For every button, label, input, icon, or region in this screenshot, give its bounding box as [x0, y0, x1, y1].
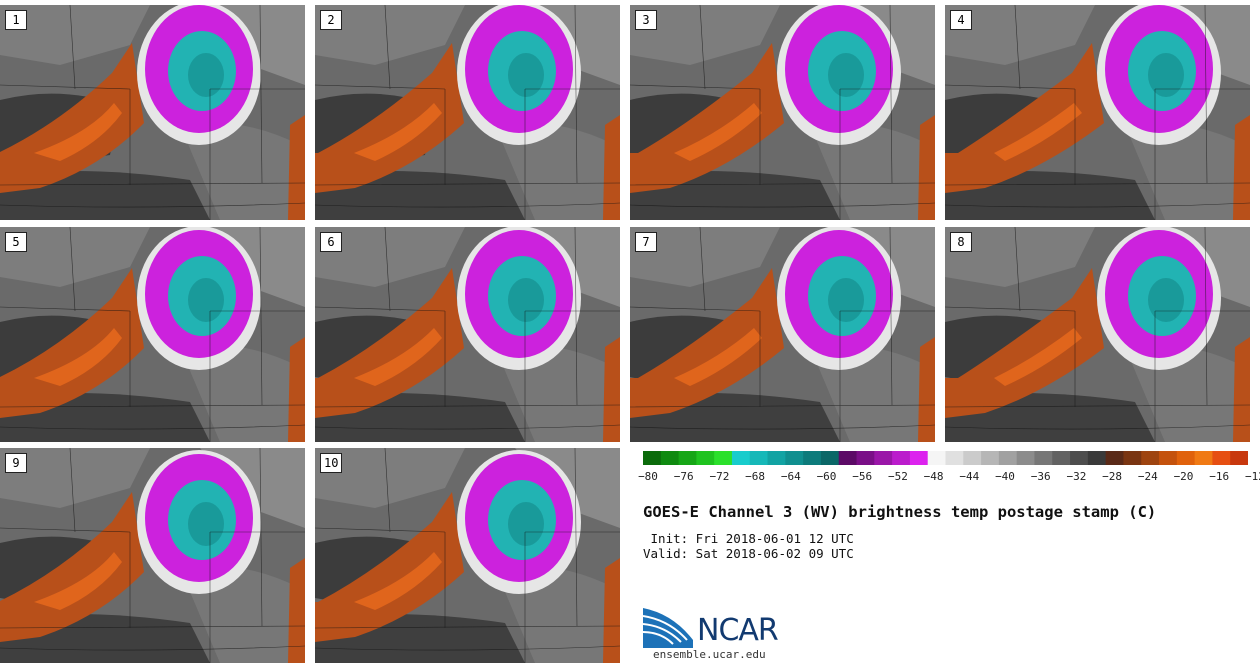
colorbar-swatch: [1016, 451, 1035, 465]
valid-time: Valid: Sat 2018-06-02 09 UTC: [643, 546, 854, 561]
colorbar-swatch: [714, 451, 733, 465]
colorbar-tick-label: −52: [887, 470, 908, 483]
colorbar-swatch: [1123, 451, 1142, 465]
colorbar-swatch: [1230, 451, 1248, 465]
colorbar-tick-label: −12: [1244, 470, 1260, 483]
ensemble-member-panel: 8: [945, 227, 1250, 442]
colorbar-swatch: [696, 451, 715, 465]
brightness-temp-map: [315, 5, 620, 220]
colorbar-tick-label: −20: [1173, 470, 1194, 483]
colorbar-swatch: [678, 451, 697, 465]
colorbar-swatch: [1052, 451, 1071, 465]
colorbar-swatch: [1087, 451, 1107, 465]
colorbar-tick-label: −36: [1030, 470, 1051, 483]
colorbar-swatch: [998, 451, 1018, 465]
colorbar-swatch: [963, 451, 982, 465]
colorbar-swatch: [767, 451, 786, 465]
brightness-temp-map: [315, 227, 620, 442]
ensemble-member-panel: 3: [630, 5, 935, 220]
colorbar-swatch: [1159, 451, 1178, 465]
colorbar-swatch: [660, 451, 680, 465]
colorbar-swatch: [1212, 451, 1231, 465]
colorbar-swatch: [749, 451, 769, 465]
colorbar-tick-label: −64: [780, 470, 801, 483]
ensemble-member-panel: 6: [315, 227, 620, 442]
member-number-label: 3: [635, 10, 657, 30]
ncar-url: ensemble.ucar.edu: [653, 648, 766, 661]
member-number-label: 1: [5, 10, 27, 30]
ncar-logo-icon: [643, 608, 693, 648]
ensemble-member-panel: 2: [315, 5, 620, 220]
brightness-temp-map: [945, 5, 1250, 220]
member-number-label: 8: [950, 232, 972, 252]
colorbar-tick-label: −80: [638, 470, 658, 483]
colorbar-swatch: [731, 451, 751, 465]
brightness-temp-map: [315, 448, 620, 663]
colorbar-tick-label: −68: [745, 470, 766, 483]
member-number-label: 9: [5, 453, 27, 473]
chart-title: GOES-E Channel 3 (WV) brightness temp po…: [643, 503, 1157, 521]
colorbar-tick-label: −16: [1209, 470, 1230, 483]
ensemble-member-panel: 4: [945, 5, 1250, 220]
ensemble-member-panel: 5: [0, 227, 305, 442]
colorbar-swatch: [803, 451, 822, 465]
colorbar-tick-label: −60: [816, 470, 837, 483]
colorbar-tick-label: −28: [1102, 470, 1123, 483]
brightness-temp-map: [630, 227, 935, 442]
brightness-temp-map: [0, 448, 305, 663]
colorbar-swatch: [643, 451, 662, 465]
brightness-temp-map: [945, 227, 1250, 442]
ensemble-member-panel: 7: [630, 227, 935, 442]
colorbar-swatch: [1176, 451, 1196, 465]
ensemble-member-panel: 1: [0, 5, 305, 220]
member-number-label: 5: [5, 232, 27, 252]
colorbar-swatch: [820, 451, 840, 465]
colorbar-swatch: [1194, 451, 1213, 465]
colorbar-tick-label: −44: [959, 470, 980, 483]
ncar-logo-text: NCAR: [697, 613, 779, 648]
colorbar-swatch: [838, 451, 858, 465]
colorbar-swatch: [1070, 451, 1089, 465]
colorbar-swatch: [927, 451, 946, 465]
colorbar-tick-label: −56: [852, 470, 873, 483]
colorbar-tick-label: −48: [923, 470, 944, 483]
colorbar-swatch: [981, 451, 1000, 465]
colorbar-swatch: [909, 451, 929, 465]
brightness-temp-map: [0, 227, 305, 442]
ensemble-member-panel: 10: [315, 448, 620, 663]
colorbar-swatch: [1141, 451, 1160, 465]
member-number-label: 6: [320, 232, 342, 252]
brightness-temp-map: [630, 5, 935, 220]
member-number-label: 2: [320, 10, 342, 30]
colorbar-swatch: [874, 451, 893, 465]
colorbar-swatch: [856, 451, 875, 465]
colorbar-tick-label: −32: [1066, 470, 1087, 483]
init-time: Init: Fri 2018-06-01 12 UTC: [643, 531, 854, 546]
colorbar-tick-label: −72: [709, 470, 730, 483]
ensemble-member-panel: 9: [0, 448, 305, 663]
colorbar-tick-label: −40: [995, 470, 1015, 483]
colorbar-swatch: [945, 451, 964, 465]
colorbar-swatch: [1034, 451, 1053, 465]
member-number-label: 10: [320, 453, 343, 473]
member-number-label: 4: [950, 10, 972, 30]
colorbar-swatch: [1105, 451, 1124, 465]
colorbar: [643, 451, 1248, 465]
colorbar-tick-label: −76: [673, 470, 694, 483]
brightness-temp-map: [0, 5, 305, 220]
member-number-label: 7: [635, 232, 657, 252]
colorbar-tick-label: −24: [1137, 470, 1158, 483]
colorbar-swatch: [785, 451, 804, 465]
colorbar-swatch: [892, 451, 911, 465]
